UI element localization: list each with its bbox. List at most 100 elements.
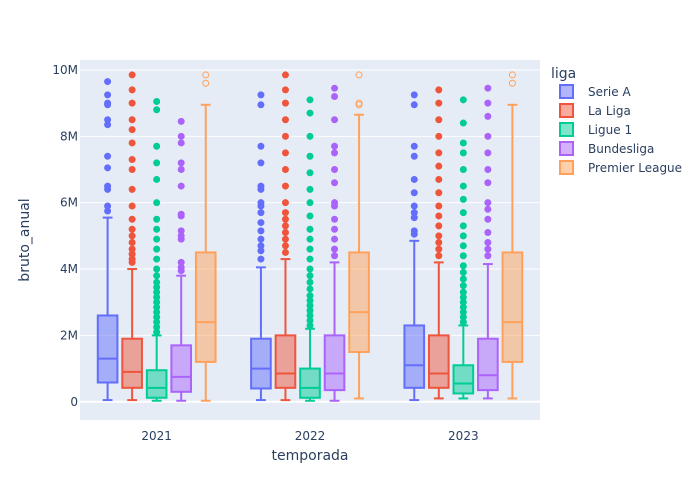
outlier-point — [281, 235, 289, 243]
outlier-point — [128, 202, 136, 210]
outlier-point — [459, 252, 467, 260]
outlier-point — [281, 86, 289, 94]
outlier-point — [306, 255, 314, 263]
outlier-point — [459, 195, 467, 203]
outlier-point — [435, 189, 443, 197]
legend-item-la-liga[interactable]: La Liga — [559, 103, 631, 118]
box-la-liga-2023 — [427, 86, 450, 400]
outlier-point — [202, 79, 210, 87]
outlier-point — [484, 238, 492, 246]
outlier-point — [257, 142, 265, 150]
outlier-point — [410, 189, 418, 197]
outlier-point — [435, 212, 443, 220]
outlier-point — [410, 209, 418, 217]
outlier-point — [104, 152, 112, 160]
outlier-point — [410, 142, 418, 150]
outlier-point — [257, 199, 265, 207]
outlier-point — [331, 142, 339, 150]
box-iqr — [194, 251, 217, 363]
box-iqr — [96, 314, 119, 384]
y-tick-label: 10M — [52, 63, 78, 77]
outlier-point — [435, 132, 443, 140]
box-iqr — [323, 334, 346, 392]
outlier-point — [128, 238, 136, 246]
box-premier-league-2022 — [348, 71, 370, 400]
outlier-point — [459, 119, 467, 127]
outlier-point — [331, 235, 339, 243]
outlier-point — [281, 71, 289, 79]
outlier-point — [459, 222, 467, 230]
outlier-point — [177, 139, 185, 147]
y-axis-title: bruto_anual — [17, 198, 33, 281]
outlier-point — [484, 199, 492, 207]
outlier-point — [128, 71, 136, 79]
outlier-point — [435, 232, 443, 240]
outlier-point — [281, 182, 289, 190]
outlier-point — [484, 149, 492, 157]
outlier-point — [257, 227, 265, 235]
box-serie-a-2023 — [403, 91, 426, 402]
outlier-point — [459, 232, 467, 240]
y-tick-labels: 0 2M 4M 6M 8M 10M — [52, 63, 78, 409]
outlier-point — [177, 132, 185, 140]
outlier-point — [128, 99, 136, 107]
box-iqr — [299, 367, 321, 399]
y-tick-label: 0 — [70, 395, 78, 409]
outlier-point — [177, 117, 185, 125]
outlier-point — [306, 245, 314, 253]
outlier-point — [306, 109, 314, 117]
outlier-point — [459, 275, 467, 283]
legend-item-ligue-1[interactable]: Ligue 1 — [559, 122, 632, 137]
outlier-point — [459, 139, 467, 147]
legend-swatch — [559, 103, 574, 118]
outlier-point — [306, 265, 314, 273]
outlier-point — [331, 84, 339, 92]
outlier-point — [435, 175, 443, 183]
outlier-point — [484, 245, 492, 253]
legend-item-serie-a[interactable]: Serie A — [559, 84, 631, 99]
outlier-point — [331, 179, 339, 187]
outlier-point — [410, 202, 418, 210]
outlier-point — [281, 99, 289, 107]
outlier-point — [153, 255, 161, 263]
outlier-point — [128, 215, 136, 223]
y-tick-label: 8M — [60, 129, 78, 143]
outlier-point — [128, 185, 136, 193]
legend-label: Ligue 1 — [588, 123, 632, 137]
box-iqr — [170, 344, 193, 393]
outlier-point — [331, 245, 339, 253]
outlier-point — [153, 97, 161, 105]
outlier-point — [306, 96, 314, 104]
outlier-point — [128, 116, 136, 124]
box-la-liga-2021 — [121, 71, 143, 402]
outlier-point — [281, 209, 289, 217]
outlier-point — [306, 225, 314, 233]
outlier-point — [435, 162, 443, 170]
outlier-point — [257, 255, 265, 263]
outlier-point — [257, 182, 265, 190]
outlier-point — [281, 132, 289, 140]
x-axis-title: temporada — [272, 448, 349, 464]
outlier-point — [508, 79, 516, 87]
outlier-point — [153, 106, 161, 114]
outlier-point — [459, 96, 467, 104]
box-iqr — [403, 324, 426, 389]
legend-item-bundesliga[interactable]: Bundesliga — [559, 141, 654, 156]
legend[interactable]: liga Serie A La Liga Ligue 1 Bundesliga Prem… — [551, 66, 682, 175]
outlier-point — [306, 132, 314, 140]
outlier-point — [484, 165, 492, 173]
outlier-point — [177, 182, 185, 190]
legend-label: Premier League — [588, 161, 682, 175]
outlier-point — [153, 272, 161, 280]
box-iqr — [250, 337, 272, 390]
outlier-point — [459, 262, 467, 270]
outlier-point — [459, 268, 467, 276]
y-tick-label: 6M — [60, 196, 78, 210]
box-serie-a-2022 — [250, 91, 272, 402]
outlier-point — [153, 225, 161, 233]
box-bundesliga-2022 — [323, 84, 346, 402]
legend-label: La Liga — [588, 104, 631, 118]
outlier-point — [281, 165, 289, 173]
outlier-point — [410, 175, 418, 183]
legend-item-premier-league[interactable]: Premier League — [559, 160, 682, 175]
